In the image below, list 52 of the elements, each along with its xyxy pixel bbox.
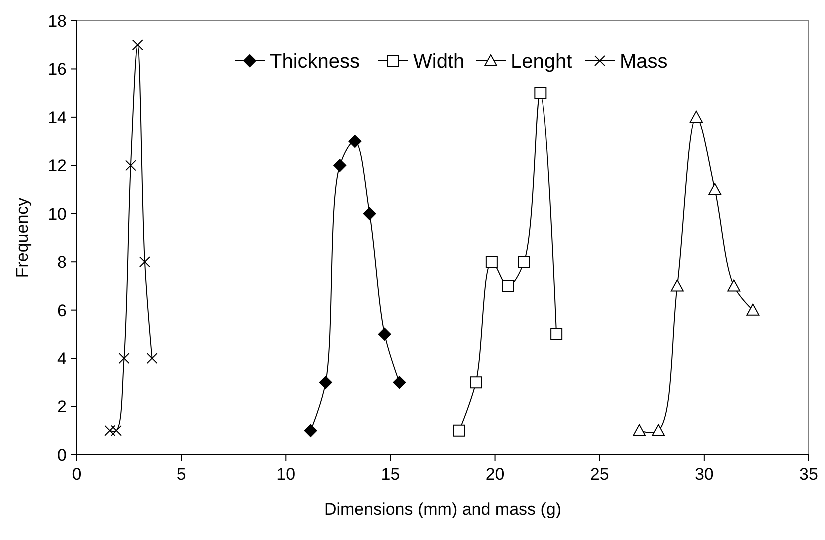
legend-label: Width (414, 51, 465, 73)
point (132, 40, 144, 51)
legend-label: Lenght (511, 51, 573, 73)
point (470, 376, 482, 389)
y-tick-label: 0 (58, 446, 67, 465)
point (534, 87, 547, 100)
x-tick-label: 35 (800, 465, 818, 484)
point (518, 256, 530, 268)
point (652, 424, 666, 436)
point (334, 159, 347, 172)
point (125, 160, 136, 172)
y-tick-label: 18 (48, 12, 67, 31)
y-tick-label: 10 (48, 204, 67, 224)
y-tick-label: 16 (48, 60, 67, 80)
point (118, 353, 130, 364)
y-tick-label: 14 (48, 108, 67, 128)
point (139, 256, 150, 268)
y-tick-label: 12 (48, 156, 67, 176)
point (550, 328, 563, 340)
y-tick-label: 2 (58, 398, 67, 417)
point (486, 256, 498, 268)
legend-label: Mass (620, 51, 668, 73)
x-axis-title: Dimensions (mm) and mass (g) (324, 500, 562, 519)
point (453, 424, 466, 437)
point (728, 280, 741, 292)
point (690, 110, 703, 123)
point (746, 304, 760, 316)
point (670, 280, 684, 292)
x-tick-label: 15 (381, 465, 400, 484)
point (304, 424, 318, 438)
x-tick-label: 10 (276, 465, 296, 484)
y-axis-title: Frequency (13, 197, 32, 278)
point (502, 280, 514, 292)
point (104, 425, 116, 436)
point (378, 328, 392, 341)
point (146, 353, 158, 364)
y-tick-label: 6 (58, 301, 67, 320)
y-tick-label: 4 (58, 350, 67, 369)
legend-label: Thickness (270, 51, 360, 73)
point (319, 376, 332, 390)
point (111, 425, 122, 436)
x-tick-label: 25 (590, 465, 610, 484)
point (708, 183, 722, 196)
x-tick-label: 20 (486, 465, 505, 484)
point (393, 376, 406, 390)
point (348, 135, 362, 148)
point (633, 424, 646, 436)
x-tick-label: 5 (176, 465, 186, 484)
x-tick-label: 0 (72, 465, 82, 484)
y-tick-label: 8 (58, 253, 67, 272)
x-tick-label: 30 (694, 465, 714, 484)
point (363, 207, 376, 220)
